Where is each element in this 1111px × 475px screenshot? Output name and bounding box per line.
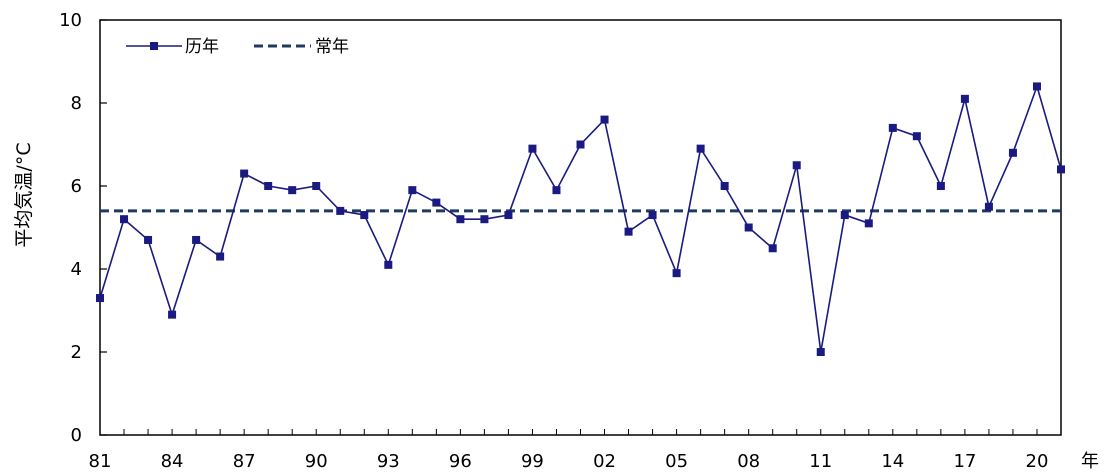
annual-series-markers [96,82,1065,356]
x-tick-label: 84 [161,451,184,472]
data-point [888,123,897,132]
y-tick-label: 10 [59,10,82,31]
legend: 历年 常年 [126,37,349,57]
data-point [912,132,921,141]
x-tick-label: 11 [809,451,832,472]
x-tick-label: 20 [1026,451,1049,472]
data-point [456,215,465,224]
legend-annual-marker [150,42,158,50]
x-tick-label: 87 [233,451,256,472]
data-point [744,223,753,232]
data-point [552,186,561,195]
data-point [768,244,777,253]
y-tick-label: 4 [71,259,82,280]
data-point [1057,165,1065,174]
data-point [408,186,417,195]
x-tick-label: 96 [449,451,472,472]
x-axis: 81 84 87 90 93 96 99 02 05 08 11 14 17 20 [89,429,1062,472]
data-point [504,211,513,220]
x-tick-label: 08 [737,451,760,472]
x-tick-label: 81 [89,451,112,472]
data-point [696,144,705,153]
data-point [792,161,801,170]
data-point [336,206,345,215]
data-point [288,186,297,195]
y-tick-label: 8 [71,93,82,114]
x-axis-title: 年 [1081,451,1099,472]
data-point [864,219,873,228]
data-point [120,215,129,224]
legend-annual-label: 历年 [185,37,219,57]
x-tick-label: 90 [305,451,328,472]
data-point [312,182,321,190]
x-tick-label: 14 [881,451,904,472]
data-point [720,182,729,190]
data-point [96,294,104,303]
x-tick-label: 05 [665,451,688,472]
y-tick-label: 0 [71,425,82,446]
data-point [432,198,441,207]
y-tick-label: 6 [71,176,82,197]
data-point [360,211,369,220]
data-point [192,235,201,244]
y-tick-label: 2 [71,342,82,363]
data-point [624,227,633,236]
data-point [264,182,273,190]
data-point [648,211,657,220]
x-tick-label: 99 [521,451,544,472]
data-point [240,169,249,178]
data-point [936,182,945,190]
data-point [840,211,849,220]
data-point [816,348,825,356]
data-point [576,140,585,149]
data-point [672,269,681,278]
data-point [528,144,537,153]
data-point [1008,148,1017,157]
x-tick-label: 17 [953,451,976,472]
x-tick-label: 02 [593,451,616,472]
data-point [144,235,153,244]
y-axis-title: 平均気温/°C [13,142,35,247]
data-point [984,202,993,211]
y-axis: 0 2 4 6 8 10 [59,10,107,446]
data-point [1032,82,1041,91]
data-point [960,94,969,103]
data-point [384,260,393,269]
data-point [216,252,225,261]
data-point [480,215,489,224]
data-point [600,115,609,124]
legend-normal-label: 常年 [315,37,349,57]
x-tick-label: 93 [377,451,400,472]
data-point [168,310,177,319]
plot-area [99,19,1062,436]
